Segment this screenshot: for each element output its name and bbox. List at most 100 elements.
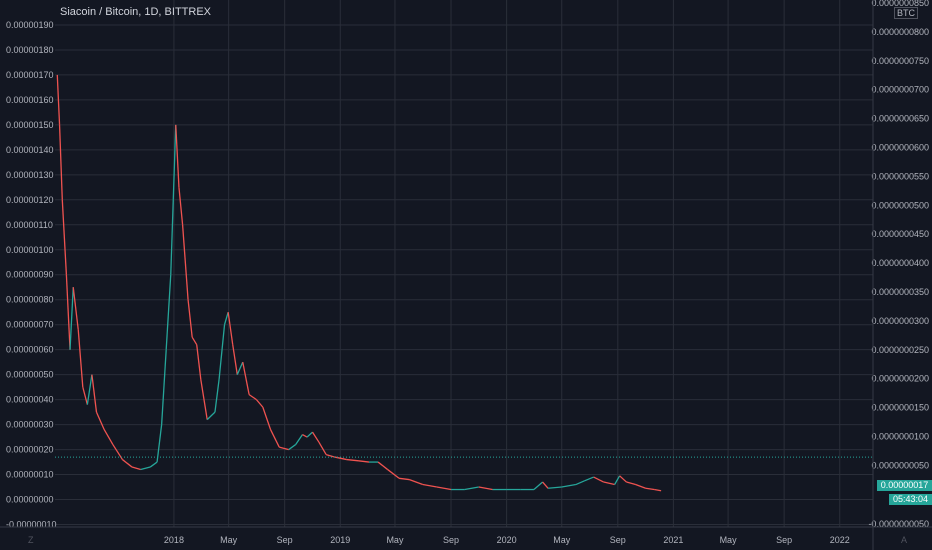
price-segment [584, 476, 594, 482]
price-segment [346, 458, 359, 462]
price-segment [218, 324, 226, 380]
timezone-button[interactable]: Z [28, 535, 34, 545]
price-segment [548, 486, 562, 489]
x-tick-label: May [720, 535, 738, 545]
price-segment [325, 453, 335, 458]
chart-title: Siacoin / Bitcoin, 1D, BITTREX [60, 6, 211, 18]
price-segment [69, 287, 74, 350]
price-segment [61, 199, 68, 275]
price-segment [288, 444, 296, 451]
y-tick-label-left: 0.00000010 [6, 470, 54, 480]
last-price-tag: 0.00000017 [877, 480, 932, 491]
price-segment [269, 429, 280, 448]
price-segment [561, 483, 576, 488]
price-segment [575, 480, 585, 486]
price-segment [422, 483, 437, 488]
price-segment [82, 386, 88, 405]
price-segment [170, 124, 177, 275]
y-tick-label-right: 0.0000000400 [871, 258, 929, 268]
y-tick-label-left: 0.00000150 [6, 120, 54, 130]
y-tick-label-left: 0.00000180 [6, 45, 54, 55]
price-segment [77, 329, 84, 388]
price-segment [187, 299, 193, 338]
y-tick-label-left: 0.00000170 [6, 70, 54, 80]
y-tick-label-right: 0.0000000150 [871, 403, 929, 413]
price-segment [196, 344, 202, 380]
y-tick-label-left: -0.00000010 [6, 520, 57, 530]
price-segment [248, 394, 257, 401]
x-tick-label: 2019 [330, 535, 350, 545]
y-tick-label-left: 0.00000060 [6, 345, 54, 355]
y-tick-label-right: 0.0000000800 [871, 27, 929, 37]
x-tick-label: 2022 [830, 535, 850, 545]
y-tick-label-left: 0.00000100 [6, 245, 54, 255]
price-segment [242, 362, 250, 395]
price-segment [306, 431, 313, 438]
y-tick-label-right: 0.0000000600 [871, 143, 929, 153]
price-segment [614, 475, 621, 485]
price-segment [86, 374, 93, 405]
y-tick-label-right: 0.0000000350 [871, 287, 929, 297]
price-segment [160, 349, 167, 425]
price-segment [181, 224, 189, 300]
price-segment [593, 476, 604, 483]
price-segment [478, 486, 493, 491]
x-tick-label: May [220, 535, 238, 545]
price-segment [279, 446, 289, 451]
price-segment [91, 374, 98, 413]
y-tick-label-left: 0.00000040 [6, 395, 54, 405]
price-segment [635, 483, 646, 489]
price-segment [533, 481, 544, 491]
bar-countdown-tag: 05:43:04 [889, 494, 932, 505]
price-segment [464, 486, 479, 491]
price-segment [436, 486, 452, 491]
x-tick-label: May [386, 535, 404, 545]
price-segment [165, 274, 172, 350]
x-tick-label: Sep [610, 535, 626, 545]
y-tick-label-left: 0.00000030 [6, 420, 54, 430]
x-tick-label: Sep [277, 535, 293, 545]
price-segment [603, 481, 615, 486]
price-segment [227, 312, 234, 345]
price-segment [334, 456, 347, 461]
y-tick-label-right: 0.0000000200 [871, 374, 929, 384]
y-tick-label-left: 0.00000000 [6, 495, 54, 505]
price-segment [398, 477, 410, 481]
price-segment [236, 361, 244, 375]
price-segment [206, 411, 216, 421]
price-segment [318, 441, 327, 455]
y-tick-label-left: 0.00000140 [6, 145, 54, 155]
price-segment [131, 466, 141, 471]
price-segment [408, 478, 423, 486]
y-tick-label-left: 0.00000050 [6, 370, 54, 380]
y-tick-label-right: 0.0000000300 [871, 316, 929, 326]
y-tick-label-right: 0.0000000250 [871, 345, 929, 355]
y-tick-label-left: 0.00000090 [6, 270, 54, 280]
y-tick-label-left: 0.00000190 [6, 20, 54, 30]
price-segment [377, 461, 389, 471]
x-tick-label: 2018 [164, 535, 184, 545]
price-segment [262, 406, 272, 430]
price-segment [112, 444, 123, 460]
price-segment [122, 459, 133, 468]
y-tick-label-right: 0.0000000700 [871, 85, 929, 95]
price-segment [103, 429, 114, 445]
y-tick-label-right: 0.0000000850 [871, 0, 929, 8]
y-tick-label-left: 0.00000160 [6, 95, 54, 105]
y-tick-label-left: 0.00000080 [6, 295, 54, 305]
y-tick-label-right: 0.0000000050 [871, 460, 929, 470]
price-segment [542, 481, 549, 489]
y-tick-label-right: 0.0000000450 [871, 229, 929, 239]
auto-scale-button[interactable]: A [901, 535, 908, 545]
price-segment [65, 274, 71, 350]
price-segment [232, 344, 238, 375]
x-tick-label: May [553, 535, 571, 545]
y-tick-label-right: 0.0000000650 [871, 114, 929, 124]
price-segment [56, 74, 61, 125]
price-segment [645, 487, 655, 491]
price-segment [214, 379, 220, 413]
price-segment [149, 461, 158, 468]
price-segment [156, 424, 163, 463]
price-segment [619, 475, 627, 483]
